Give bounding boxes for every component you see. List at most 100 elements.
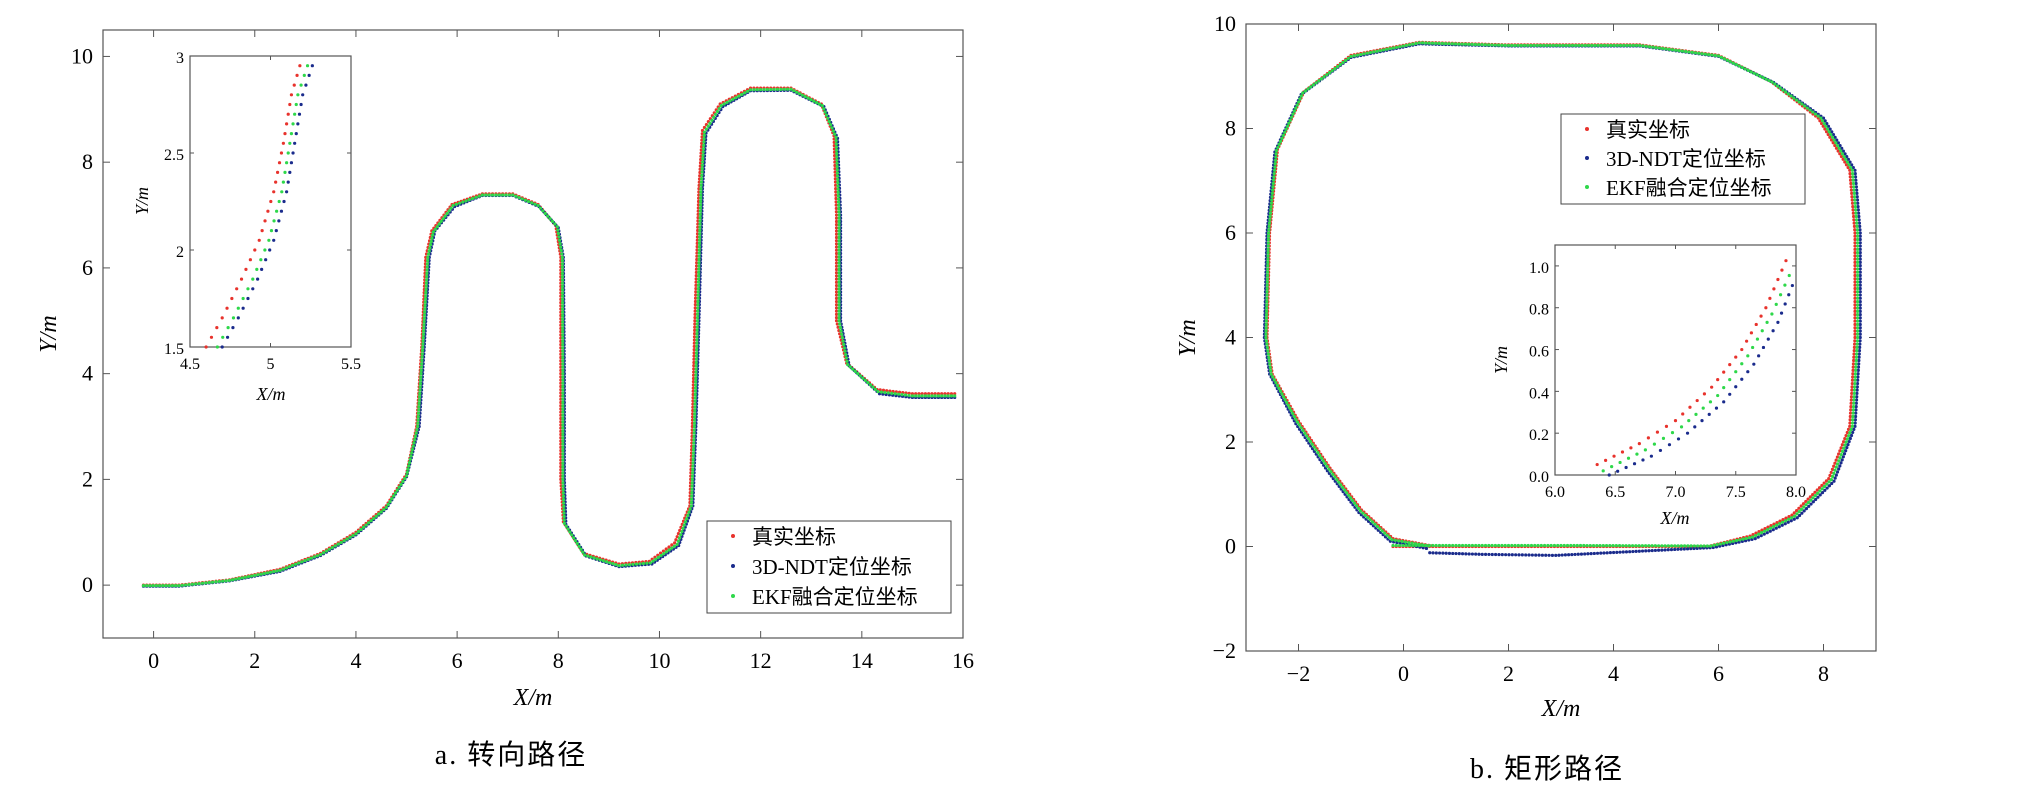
- chart-a-ekf-point-146: [424, 291, 428, 295]
- chart-a-ekf-point-225: [560, 278, 565, 282]
- chart-a-ekf-point-491: [762, 87, 766, 92]
- chart-b-ndt-point-7: [1451, 551, 1455, 556]
- chart-b-inset-ekf-point-6: [1652, 442, 1657, 446]
- chart-a-ekf-point-549: [837, 229, 841, 233]
- chart-a-ekf-point-55: [318, 552, 323, 557]
- chart-b-ekf-point-95: [1702, 544, 1706, 548]
- chart-b-ekf-point-119: [1778, 522, 1782, 526]
- chart-b-ndt-point-39: [1557, 553, 1561, 557]
- chart-b-inset-ndt-point-2: [1624, 465, 1628, 470]
- chart-b-inset-ekf-point-24: [1770, 312, 1774, 316]
- chart-b-ekf-point-510: [1272, 378, 1276, 382]
- chart-b-ndt-point-109: [1780, 523, 1784, 527]
- chart-a-ekf-point-617: [927, 394, 931, 398]
- chart-a-inset-ndt-point-23: [296, 122, 300, 126]
- chart-a-ekf-point-529: [835, 164, 839, 169]
- chart-b-ekf-point-123: [1790, 516, 1794, 520]
- chart-a-ekf-point-102: [413, 434, 418, 438]
- chart-b-true-point-115: [1766, 525, 1770, 529]
- chart-a-ekf-point-340: [672, 544, 677, 548]
- chart-a-true-point-405: [692, 338, 697, 342]
- chart-a-inset-ndt-point-1: [225, 335, 230, 339]
- chart-b-ekf-point-428: [1291, 112, 1295, 116]
- chart-b-ekf-point-181: [1855, 345, 1859, 349]
- chart-b-ekf-point-253: [1820, 119, 1825, 123]
- chart-a-true-point-423: [694, 280, 698, 284]
- chart-a-ekf-point-81: [388, 500, 392, 504]
- chart-a-ekf-point-100: [412, 441, 416, 445]
- chart-b-ekf-point-249: [1827, 130, 1831, 134]
- chart-a-ekf-point-260: [561, 391, 565, 395]
- chart-a-ekf-point-404: [695, 338, 699, 342]
- chart-b-ndt-point-69: [1653, 548, 1657, 553]
- chart-a-inset-ndt-point-27: [304, 83, 308, 87]
- chart-a-ekf-point-350: [686, 513, 690, 518]
- chart-b-inset-ytick-label: 0.4: [1529, 385, 1549, 402]
- chart-a-inset-xtick-label: 5: [267, 356, 275, 373]
- chart-b-inset-true-point-3: [1620, 450, 1625, 454]
- chart-a-ekf-point-226: [560, 281, 565, 285]
- chart-a-series-true: [141, 86, 957, 587]
- chart-b-ekf-point-456: [1269, 201, 1274, 205]
- chart-b-ekf-point-163: [1851, 404, 1856, 409]
- chart-a-ekf-point-259: [561, 388, 565, 392]
- chart-b-ekf-point-271: [1773, 82, 1777, 86]
- chart-b-ekf-point-434: [1283, 130, 1287, 134]
- chart-b-true-point-110: [1751, 532, 1755, 537]
- chart-a-ekf-point-301: [564, 524, 568, 528]
- chart-a-ekf-point-612: [910, 394, 915, 398]
- chart-a-ekf-point-309: [579, 547, 583, 551]
- chart-a-ekf-point-107: [416, 418, 420, 422]
- chart-b-inset-ekf-point-10: [1687, 419, 1691, 423]
- chart-b-ekf-point-461: [1268, 218, 1272, 222]
- chart-a-true-point-396: [692, 367, 696, 371]
- chart-a-ekf-point-63: [342, 539, 346, 543]
- chart-a-ekf-point-221: [560, 265, 564, 269]
- chart-b-ndt-point-76: [1676, 547, 1680, 551]
- chart-a-ekf-point-304: [570, 533, 574, 537]
- chart-b-ekf-point-446: [1272, 168, 1277, 172]
- chart-b-ndt-point-102: [1759, 534, 1763, 538]
- chart-a-ekf-point-423: [696, 277, 701, 281]
- chart-b-ekf-point-432: [1285, 124, 1290, 128]
- chart-b-ekf-point-277: [1755, 73, 1759, 77]
- chart-a-ekf-point-625: [953, 394, 957, 398]
- chart-b-ndt-point-228: [1850, 163, 1854, 167]
- chart-a-true-point-545: [834, 213, 839, 217]
- chart-b-ekf-point-97: [1709, 544, 1713, 548]
- chart-b-ekf-point-172: [1853, 375, 1857, 379]
- chart-b-ekf-point-477: [1265, 270, 1270, 274]
- chart-a-ekf-point-254: [561, 372, 565, 376]
- chart-b-true-point-199: [1853, 283, 1857, 287]
- chart-b-ekf-point-211: [1856, 247, 1860, 251]
- chart-a-ekf-point-202: [538, 206, 543, 210]
- chart-a-ekf-point-251: [561, 362, 565, 366]
- chart-a-ekf-point-261: [561, 394, 565, 398]
- chart-a-ekf-point-285: [561, 471, 565, 475]
- chart-b-inset-xtick-label: 6.5: [1605, 484, 1625, 501]
- chart-b-true-point-163: [1849, 401, 1853, 405]
- chart-a-ekf-point-243: [561, 336, 565, 340]
- chart-b-ekf-point-171: [1853, 378, 1857, 382]
- chart-b-inset-ndt-point-19: [1752, 362, 1756, 366]
- chart-b-ekf-point-84: [1666, 544, 1670, 548]
- chart-b-ekf-point-256: [1813, 112, 1818, 116]
- chart-b-legend-marker-ekf: [1585, 185, 1589, 189]
- chart-b-true-point-150: [1840, 443, 1844, 447]
- chart-a-ekf-point-541: [837, 203, 841, 207]
- chart-b-ekf-point-164: [1852, 401, 1856, 405]
- chart-a-ekf-point-212: [557, 235, 561, 239]
- chart-a-ekf-point-145: [424, 294, 428, 298]
- chart-b-ndt-point-225: [1853, 172, 1857, 176]
- chart-b-ekf-point-454: [1270, 195, 1274, 199]
- chart-b-ndt-point-38: [1554, 553, 1558, 557]
- chart-a-ekf-point-321: [614, 563, 618, 567]
- chart-a-ekf-point-338: [667, 548, 671, 552]
- chart-a-ekf-point-591: [848, 365, 852, 369]
- chart-b-ndt-point-27: [1517, 553, 1521, 557]
- chart-a-ekf-point-623: [946, 394, 950, 398]
- chart-b-ndt-point-3: [1437, 551, 1442, 555]
- chart-a-ekf-point-436: [698, 235, 702, 239]
- chart-a-ekf-point-554: [837, 245, 841, 249]
- chart-a-ekf-point-451: [699, 187, 703, 191]
